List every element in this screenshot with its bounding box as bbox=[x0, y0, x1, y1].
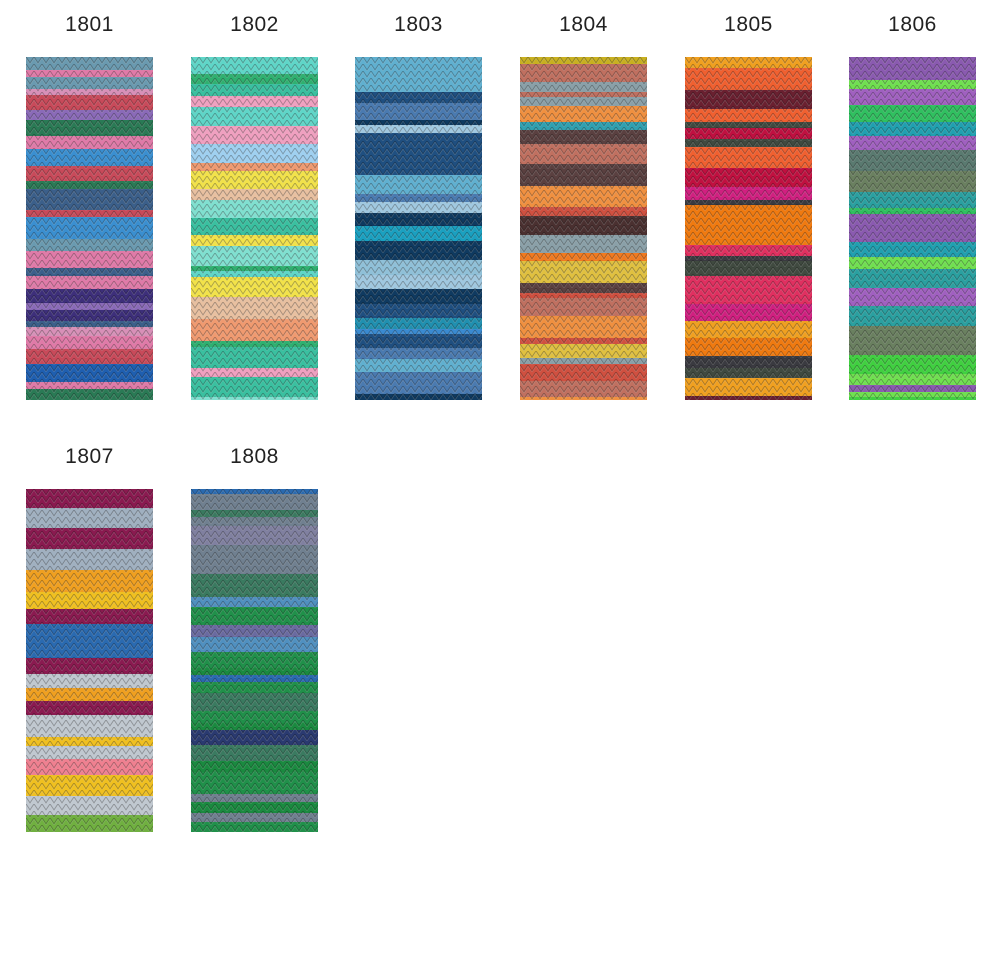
knit-texture bbox=[191, 57, 318, 400]
swatch-image[interactable] bbox=[26, 489, 153, 832]
knit-texture bbox=[26, 57, 153, 400]
swatch-label: 1801 bbox=[65, 13, 114, 36]
swatch-label: 1804 bbox=[559, 13, 608, 36]
knit-texture bbox=[520, 57, 647, 400]
swatch-label: 1803 bbox=[394, 13, 443, 36]
knit-texture bbox=[685, 57, 812, 400]
swatch-image[interactable] bbox=[355, 57, 482, 400]
swatch-label: 1805 bbox=[724, 13, 773, 36]
swatch-label: 1808 bbox=[230, 445, 279, 468]
knit-texture bbox=[191, 489, 318, 832]
swatch-image[interactable] bbox=[26, 57, 153, 400]
swatch-image[interactable] bbox=[191, 489, 318, 832]
swatch-image[interactable] bbox=[191, 57, 318, 400]
swatch-label: 1806 bbox=[888, 13, 937, 36]
swatch-image[interactable] bbox=[685, 57, 812, 400]
swatch-image[interactable] bbox=[849, 57, 976, 400]
knit-texture bbox=[26, 489, 153, 832]
knit-texture bbox=[849, 57, 976, 400]
swatch-label: 1802 bbox=[230, 13, 279, 36]
knit-texture bbox=[355, 57, 482, 400]
swatch-image[interactable] bbox=[520, 57, 647, 400]
swatch-label: 1807 bbox=[65, 445, 114, 468]
